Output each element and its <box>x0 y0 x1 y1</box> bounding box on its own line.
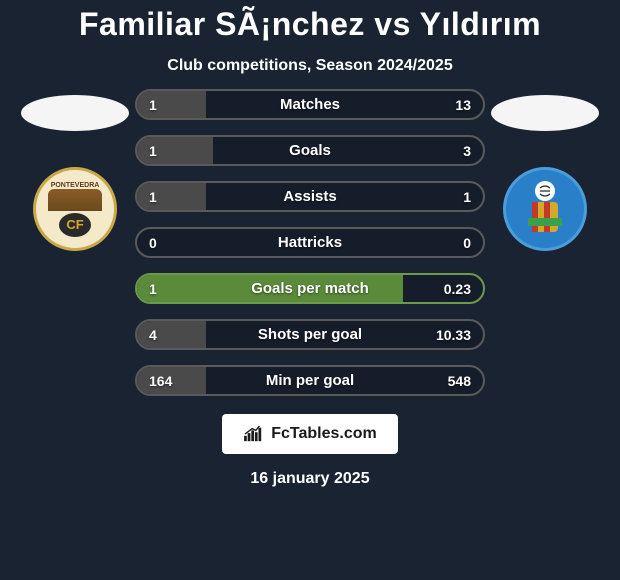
date-text: 16 january 2025 <box>250 470 369 488</box>
stat-label: Hattricks <box>137 234 483 251</box>
player-avatar-right <box>491 95 599 131</box>
stat-bar: 1Matches13 <box>135 89 485 120</box>
getafe-badge-icon <box>510 174 580 244</box>
stat-value-right: 10.33 <box>436 327 471 343</box>
stat-value-left: 1 <box>149 281 157 297</box>
badge-arches-icon <box>48 189 102 211</box>
stat-value-right: 548 <box>448 373 471 389</box>
stat-value-left: 1 <box>149 97 157 113</box>
page-subtitle: Club competitions, Season 2024/2025 <box>167 57 452 75</box>
club-badge-left: PONTEVEDRA CF <box>33 167 117 251</box>
stat-value-left: 1 <box>149 143 157 159</box>
page-title: Familiar SÃ¡nchez vs Yıldırım <box>79 6 541 43</box>
content-row: PONTEVEDRA CF 1Matches131Goals31Assists1… <box>0 89 620 396</box>
badge-cf-text: CF <box>59 213 91 237</box>
stat-label: Min per goal <box>137 372 483 389</box>
stat-value-left: 164 <box>149 373 172 389</box>
stat-bars: 1Matches131Goals31Assists10Hattricks01Go… <box>135 89 485 396</box>
stat-label: Goals <box>137 142 483 159</box>
badge-left-text: PONTEVEDRA <box>51 182 100 189</box>
badge-left-inner: PONTEVEDRA CF <box>48 182 102 237</box>
stat-label: Matches <box>137 96 483 113</box>
brand-text: FcTables.com <box>271 425 377 443</box>
stat-bar: 4Shots per goal10.33 <box>135 319 485 350</box>
right-player-column <box>485 89 605 251</box>
stat-bar: 164Min per goal548 <box>135 365 485 396</box>
stat-label: Shots per goal <box>137 326 483 343</box>
stat-label: Goals per match <box>137 280 483 297</box>
stat-value-right: 0 <box>463 235 471 251</box>
left-player-column: PONTEVEDRA CF <box>15 89 135 251</box>
brand-chart-icon <box>243 425 265 443</box>
stat-bar: 1Assists1 <box>135 181 485 212</box>
brand-box[interactable]: FcTables.com <box>222 414 398 454</box>
stats-comparison-card: Familiar SÃ¡nchez vs Yıldırım Club compe… <box>0 0 620 580</box>
stat-value-right: 3 <box>463 143 471 159</box>
stat-bar: 1Goals per match0.23 <box>135 273 485 304</box>
stat-bar: 0Hattricks0 <box>135 227 485 258</box>
stat-bar: 1Goals3 <box>135 135 485 166</box>
stat-value-right: 0.23 <box>444 281 471 297</box>
stat-value-left: 1 <box>149 189 157 205</box>
stat-value-left: 4 <box>149 327 157 343</box>
stat-value-left: 0 <box>149 235 157 251</box>
club-badge-right <box>503 167 587 251</box>
stat-label: Assists <box>137 188 483 205</box>
player-avatar-left <box>21 95 129 131</box>
stat-value-right: 13 <box>455 97 471 113</box>
stat-value-right: 1 <box>463 189 471 205</box>
